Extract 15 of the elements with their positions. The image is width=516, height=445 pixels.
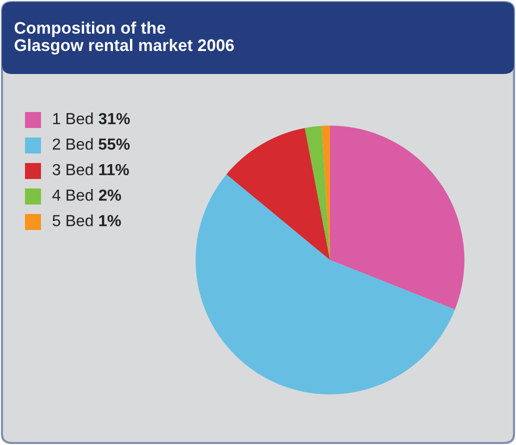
pie-slice <box>304 126 330 260</box>
pie-slice <box>330 126 464 310</box>
pie-slice <box>196 174 455 394</box>
legend-label: 1 Bed <box>53 112 93 124</box>
data-label: 1% <box>99 215 121 226</box>
data-label: 31% <box>98 112 130 124</box>
data-label: 11% <box>99 164 129 176</box>
data-label: 55% <box>98 138 130 150</box>
data-label: 2% <box>98 189 122 201</box>
legend-label: 4 Bed <box>52 189 93 201</box>
legend-label: 5 Bed <box>52 214 93 226</box>
chart-title: Composition of the Glasgow rental market 2006 <box>14 22 234 54</box>
pie-slice <box>226 128 330 260</box>
legend-label: 3 Bed <box>52 164 93 176</box>
legend-label: 2 Bed <box>52 138 93 150</box>
